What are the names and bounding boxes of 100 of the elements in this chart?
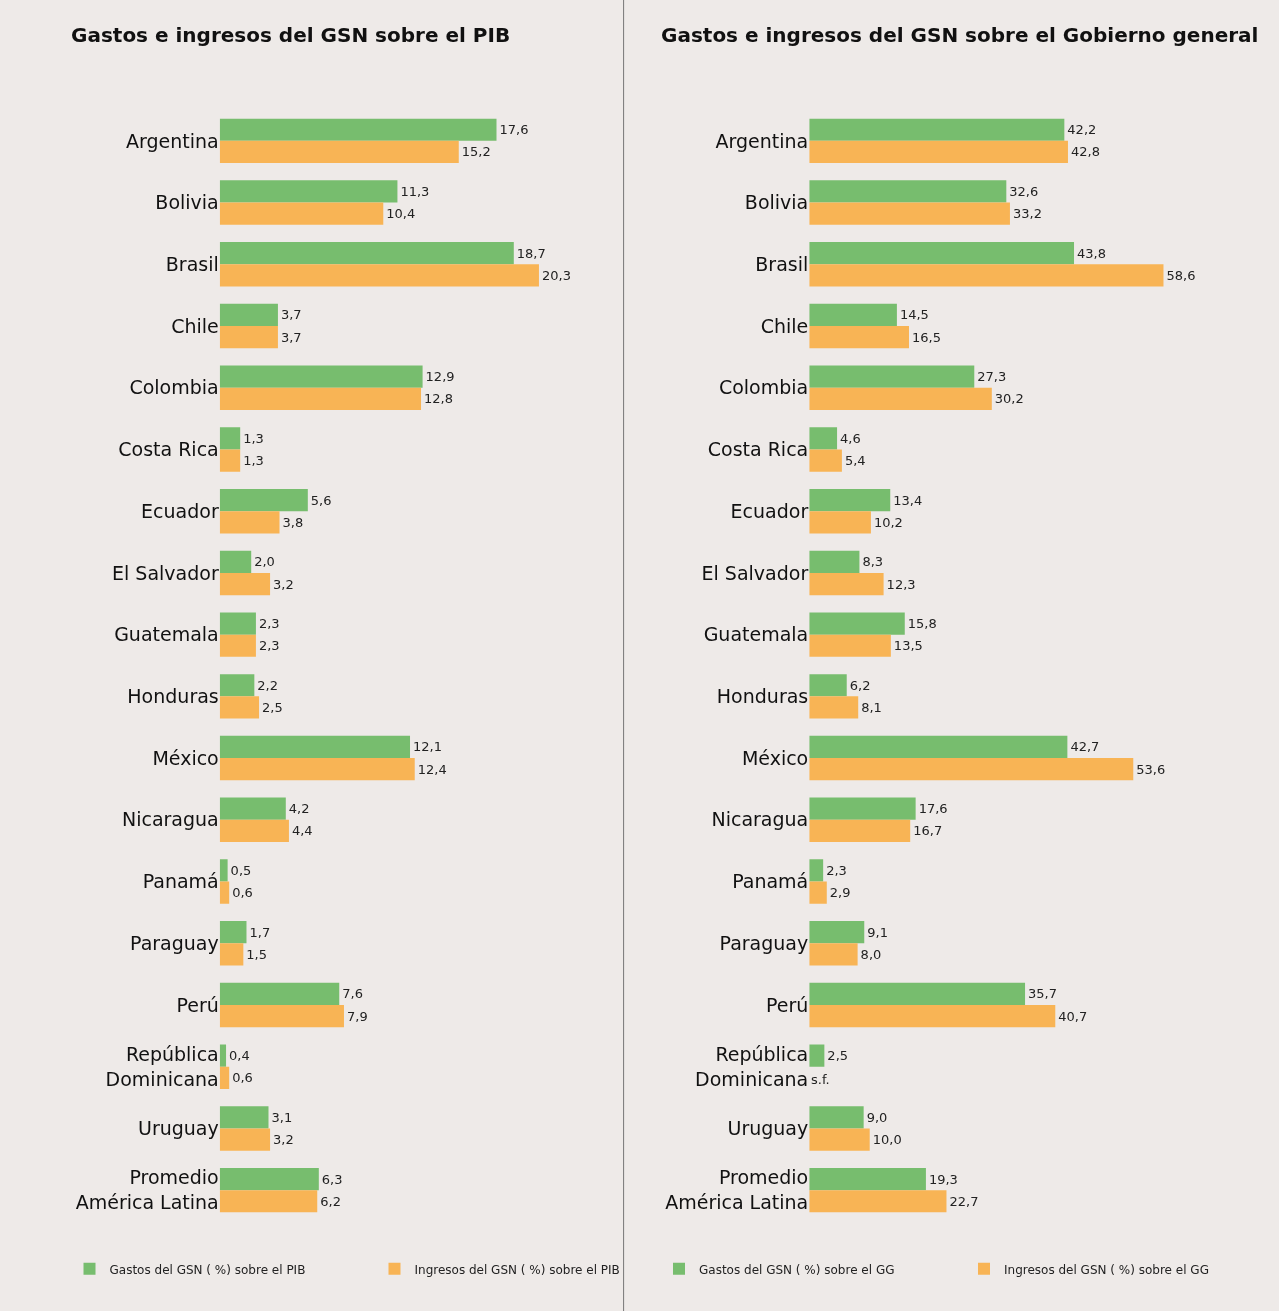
bar [809, 612, 905, 635]
y-tick-label: Argentina [715, 129, 809, 152]
data-label: 0,5 [230, 862, 252, 878]
bar [809, 387, 992, 410]
y-tick-label: Perú [176, 993, 219, 1016]
bar [219, 881, 230, 904]
bar [219, 819, 289, 843]
y-tick-label: Panamá [142, 870, 219, 893]
data-label: 1,3 [243, 453, 264, 469]
y-tick-label: Chile [171, 314, 219, 337]
data-label: 2,0 [254, 554, 275, 570]
bar [809, 449, 842, 472]
data-label: 12,4 [417, 761, 447, 777]
bar [219, 427, 241, 450]
bar [809, 943, 858, 966]
y-tick-label: Costa Rica [707, 438, 809, 461]
data-label: 8,0 [860, 946, 882, 962]
bar [219, 242, 514, 265]
bar [809, 1106, 864, 1129]
bar [219, 1106, 269, 1129]
y-tick-label: Nicaragua [711, 808, 809, 831]
bar [219, 140, 459, 164]
bar [219, 387, 422, 410]
y-tick-label: Uruguay [138, 1117, 219, 1140]
bar [219, 550, 252, 573]
bar [809, 264, 1164, 287]
bar [219, 982, 340, 1005]
data-label: 19,3 [928, 1171, 958, 1187]
chart-title: Gastos e ingresos del GSN sobre el PIB [71, 23, 511, 47]
y-tick-label: Honduras [127, 685, 219, 708]
data-label: 42,8 [1070, 144, 1100, 160]
data-label: 4,6 [840, 430, 861, 446]
y-tick-label: República Dominicana [105, 1042, 219, 1090]
bar [809, 550, 860, 573]
bar [809, 696, 859, 719]
y-tick-label: Guatemala [114, 623, 219, 646]
data-label: 2,9 [829, 885, 851, 901]
y-tick-label: El Salvador [112, 561, 219, 584]
data-label: 27,3 [977, 369, 1007, 385]
bar [219, 1044, 227, 1067]
data-label: 10,2 [873, 514, 903, 530]
bar [219, 1004, 344, 1028]
data-label: 32,6 [1009, 183, 1039, 199]
bar [219, 303, 278, 327]
bar [809, 202, 1010, 225]
data-label: 6,2 [320, 1193, 341, 1209]
y-tick-label: Paraguay [130, 931, 219, 954]
bar [219, 735, 411, 759]
legend-label: Gastos del GSN ( %) sobre el GG [699, 1262, 895, 1277]
bar [219, 1066, 230, 1089]
bar [809, 1128, 870, 1151]
data-label: 4,4 [291, 823, 313, 839]
y-tick-label: Brasil [755, 252, 809, 275]
data-label: 2,2 [257, 677, 279, 693]
data-label: 17,6 [918, 801, 948, 817]
data-label: 11,3 [400, 183, 430, 199]
bar [219, 634, 256, 657]
y-tick-label: República Dominicana [695, 1042, 809, 1090]
bar [809, 982, 1026, 1005]
bar [809, 859, 824, 882]
bar [809, 1190, 947, 1213]
data-label: 5,4 [844, 453, 866, 469]
data-label: 17,6 [499, 122, 529, 138]
bar [809, 303, 897, 327]
bar [219, 365, 423, 388]
bar [809, 797, 916, 820]
bar [219, 511, 280, 534]
y-tick-label: Chile [760, 314, 809, 337]
data-label: 16,5 [911, 329, 941, 345]
data-label: 6,3 [321, 1171, 343, 1187]
y-tick-label: Paraguay [719, 931, 809, 954]
bar [219, 264, 539, 287]
y-tick-label: Promedio América Latina [75, 1166, 219, 1214]
bar [219, 449, 241, 472]
bar [219, 572, 271, 596]
data-label: 12,8 [424, 391, 453, 407]
bar [219, 1190, 318, 1213]
bar [809, 1044, 825, 1067]
data-label: 2,5 [827, 1048, 849, 1064]
bar [809, 758, 1134, 781]
bar [809, 1004, 1056, 1028]
y-tick-label: Uruguay [727, 1117, 809, 1140]
data-label: 0,4 [229, 1048, 250, 1064]
bar [809, 242, 1075, 265]
data-label: 12,3 [886, 576, 916, 592]
y-tick-label: Guatemala [703, 623, 809, 646]
legend-label: Ingresos del GSN ( %) sobre el GG [1004, 1262, 1209, 1277]
y-tick-label: México [152, 746, 219, 769]
bar [219, 674, 255, 697]
y-tick-label: México [741, 746, 809, 769]
data-label: 2,3 [258, 638, 280, 654]
bar [219, 921, 247, 944]
data-label: 2,5 [262, 699, 283, 715]
data-label: 9,0 [866, 1109, 888, 1125]
y-tick-label: Argentina [126, 129, 219, 152]
bar [219, 202, 384, 225]
data-label: 1,7 [249, 924, 271, 940]
data-label: 7,6 [342, 986, 363, 1002]
y-tick-label: Honduras [716, 685, 809, 708]
bar [809, 118, 1065, 141]
